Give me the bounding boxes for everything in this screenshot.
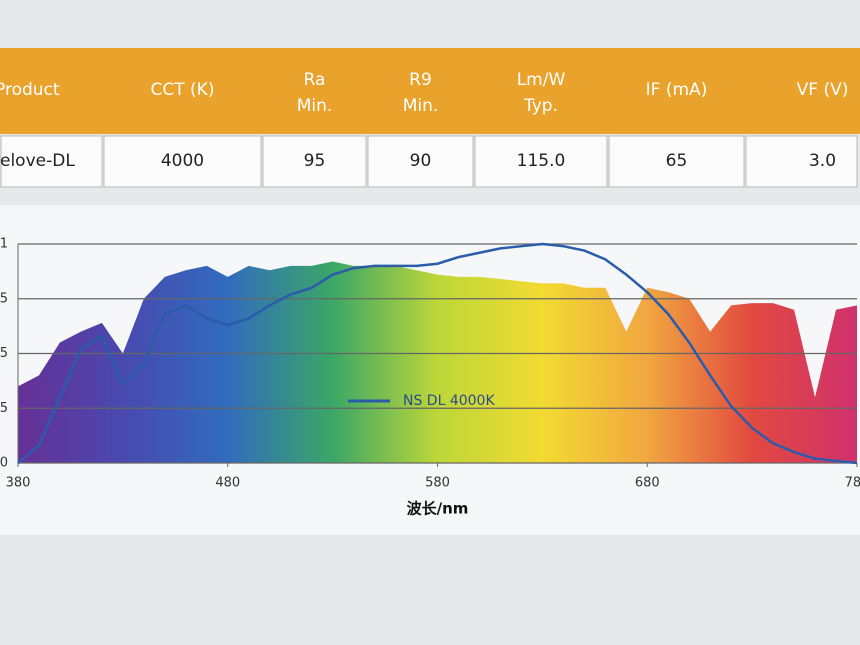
table-header-bar <box>0 48 860 134</box>
header-cell: Min. <box>297 96 333 116</box>
data-cell: 115.0 <box>517 151 566 171</box>
header-cell: Min. <box>403 96 439 116</box>
x-axis-label: 波长/nm <box>407 500 469 518</box>
data-cell: 65 <box>666 151 688 171</box>
data-cell: elove-DL <box>0 151 75 171</box>
header-cell: Product <box>0 80 60 100</box>
x-tick-label: 780 <box>845 476 860 491</box>
chart: 0 0.25 0.5 0.75 1 380 480 580 680 780 波长/nm NS DL 4… <box>0 237 860 518</box>
header-cell: Typ. <box>523 96 558 116</box>
table-cell <box>745 135 858 188</box>
y-tick-label: 1 <box>0 237 8 252</box>
table-cell <box>103 135 262 188</box>
header-cell: IF (mA) <box>646 80 708 100</box>
table-cell <box>367 135 474 188</box>
series-line <box>17 242 858 465</box>
y-tick-label: 0 <box>0 456 8 471</box>
table-cell <box>608 135 745 188</box>
data-cell: 4000 <box>161 151 204 171</box>
header-cell: VF (V) <box>797 80 849 100</box>
y-tick-label: 0.25 <box>0 401 8 416</box>
spectrum-area <box>18 261 857 463</box>
table-cell <box>262 135 367 188</box>
y-tick-label: 0.5 <box>0 346 8 361</box>
header-cell: Lm/W <box>517 70 566 90</box>
header-cell: CCT (K) <box>151 80 215 100</box>
table: Product CCT (K) Ra Min. R9 Min. Lm/W Typ. IF (mA… <box>0 70 858 188</box>
data-cell: 90 <box>410 151 432 171</box>
x-tick-label: 380 <box>6 476 31 491</box>
data-cell: 95 <box>304 151 326 171</box>
y-tick-label: 0.75 <box>0 291 8 306</box>
table-cell <box>0 135 103 188</box>
x-tick-label: 480 <box>215 476 240 491</box>
table-cell <box>474 135 608 188</box>
legend-label: NS DL 4000K <box>403 393 495 409</box>
data-cell: 3.0 <box>809 151 836 171</box>
x-tick-label: 580 <box>425 476 450 491</box>
x-tick-label: 680 <box>635 476 660 491</box>
header-cell: R9 <box>409 70 432 90</box>
header-cell: Ra <box>304 70 326 90</box>
